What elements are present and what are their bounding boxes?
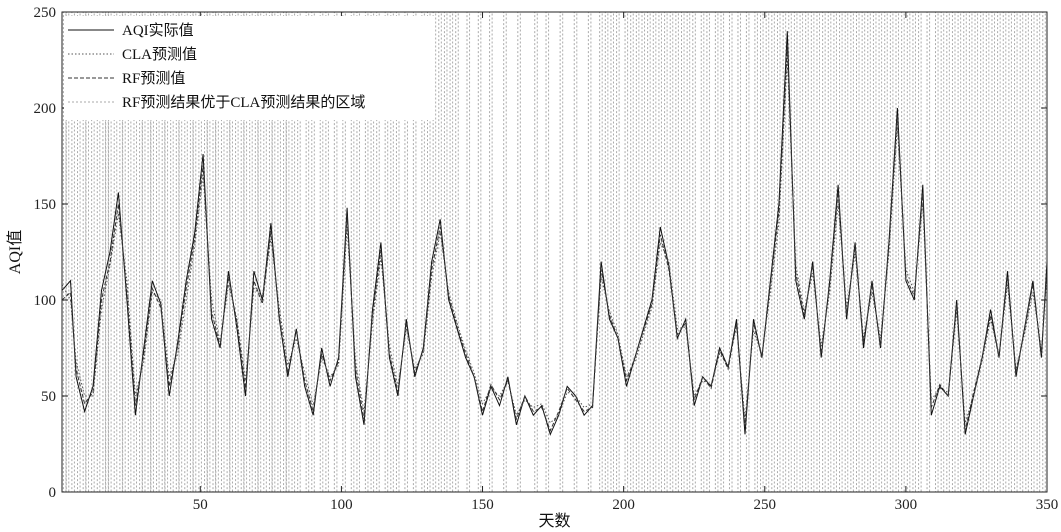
legend-label-1: CLA预测值: [122, 46, 197, 63]
x-tick-label: 200: [612, 497, 635, 513]
x-tick-label: 350: [1036, 497, 1059, 513]
y-axis-ticks: 0 50 100 150 200 250: [34, 5, 1047, 501]
x-axis-title: 天数: [538, 512, 570, 530]
chart-legend: AQI实际值 CLA预测值 RF预测值 RF预测结果优于CLA预测结果的区域: [64, 16, 434, 120]
x-tick-label: 50: [193, 497, 208, 513]
series-line-2: [61, 46, 1048, 432]
legend-label-0: AQI实际值: [122, 22, 194, 39]
y-tick-label: 100: [34, 293, 57, 309]
y-tick-label: 0: [49, 485, 57, 501]
y-tick-label: 200: [34, 101, 57, 117]
x-tick-label: 250: [754, 497, 777, 513]
series-lines-layer: [61, 31, 1048, 436]
plot-area-frame: [61, 11, 1048, 493]
y-tick-label: 50: [41, 389, 56, 405]
series-line-1: [61, 59, 1048, 424]
x-tick-label: 150: [471, 497, 494, 513]
legend-background: [64, 16, 434, 120]
x-axis-ticks: 50 100 150 200 250 300 350: [193, 12, 1058, 513]
y-tick-label: 150: [34, 197, 57, 213]
legend-label-3: RF预测结果优于CLA预测结果的区域: [122, 94, 365, 111]
legend-label-2: RF预测值: [122, 70, 185, 87]
x-tick-label: 100: [330, 497, 353, 513]
x-tick-label: 300: [895, 497, 918, 513]
y-tick-label: 250: [34, 5, 57, 21]
y-axis-title: AQI值: [6, 230, 24, 274]
